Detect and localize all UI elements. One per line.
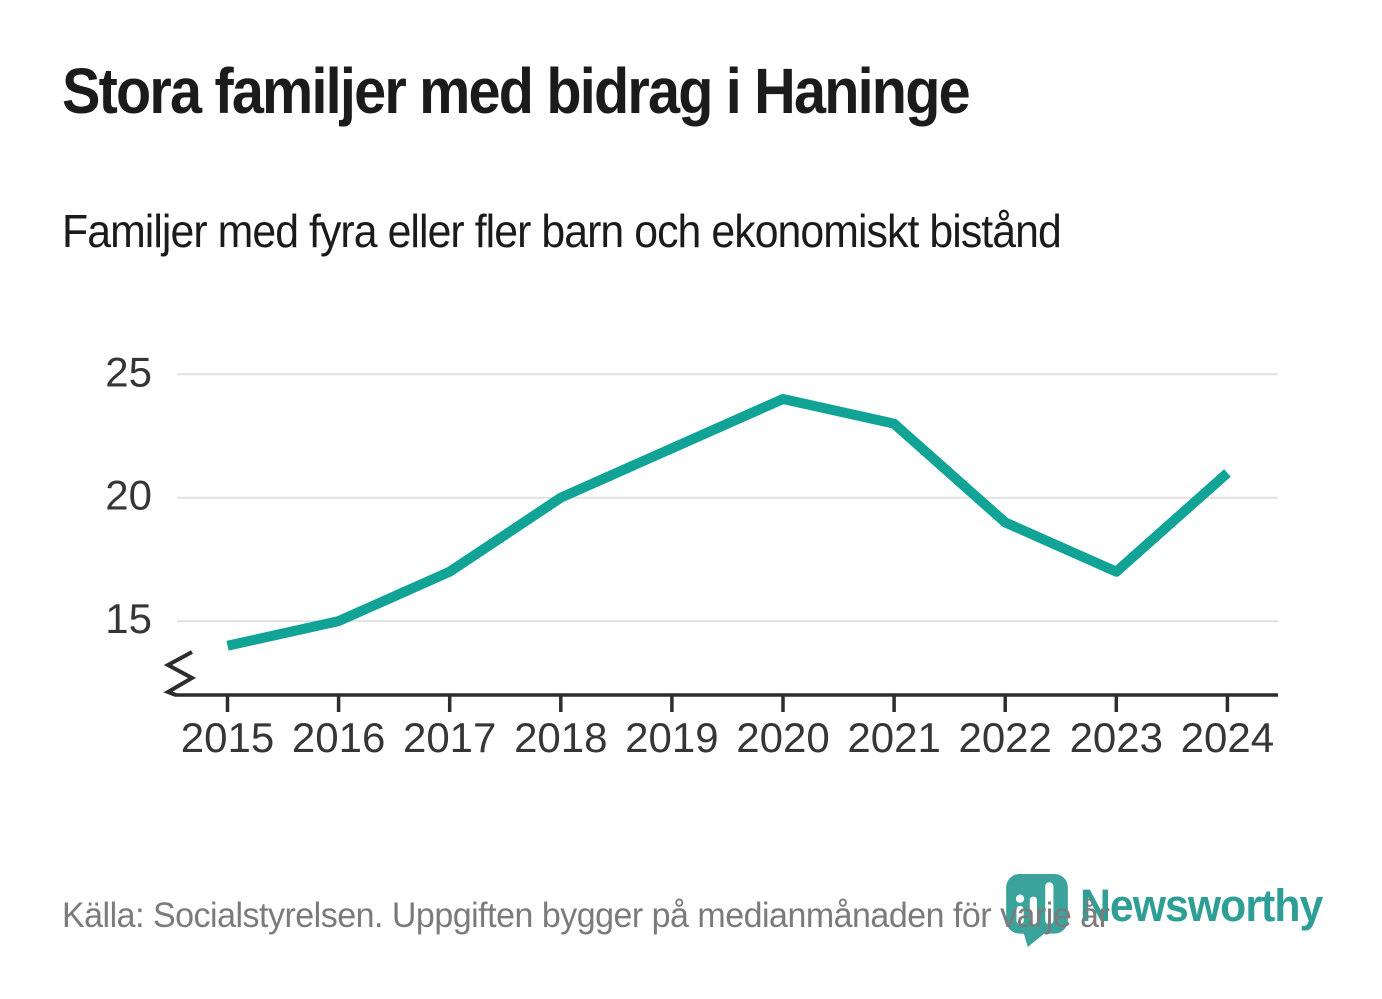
chart-subtitle: Familjer med fyra eller fler barn och ek… xyxy=(62,205,1062,257)
x-axis-tick-label: 2018 xyxy=(514,714,607,761)
x-axis-tick-label: 2019 xyxy=(625,714,718,761)
brand-logo: Newsworthy xyxy=(1006,874,1323,948)
x-axis-tick-label: 2020 xyxy=(736,714,829,761)
y-axis-tick-label: 25 xyxy=(105,348,152,395)
x-axis-tick-label: 2015 xyxy=(181,714,274,761)
x-axis-tick-label: 2023 xyxy=(1070,714,1163,761)
brand-name: Newsworthy xyxy=(1080,880,1323,931)
x-axis-tick-label: 2022 xyxy=(958,714,1051,761)
x-axis-tick-label: 2021 xyxy=(847,714,940,761)
x-axis-tick-label: 2017 xyxy=(403,714,496,761)
y-axis-tick-label: 20 xyxy=(105,472,152,519)
x-axis xyxy=(163,650,1278,697)
axis-labels: 15 20 25 2015 2016 2017 2018 2019 2020 2021 2022 20… xyxy=(105,348,1274,761)
chart-title: Stora familjer med bidrag i Haninge xyxy=(62,55,971,127)
y-axis-break-icon xyxy=(163,650,197,697)
x-axis-tick-label: 2016 xyxy=(292,714,385,761)
source-note: Källa: Socialstyrelsen. Uppgiften bygger… xyxy=(62,896,1110,935)
line-chart-plot: 15 20 25 2015 2016 2017 2018 2019 2020 2021 2022 20… xyxy=(105,348,1278,761)
x-axis-tick-label: 2024 xyxy=(1181,714,1274,761)
y-axis-tick-label: 15 xyxy=(105,595,152,642)
data-series xyxy=(226,394,1231,651)
gridlines xyxy=(177,373,1278,623)
newsworthy-pin-barchart-icon xyxy=(1006,874,1068,947)
data-line xyxy=(226,394,1231,651)
